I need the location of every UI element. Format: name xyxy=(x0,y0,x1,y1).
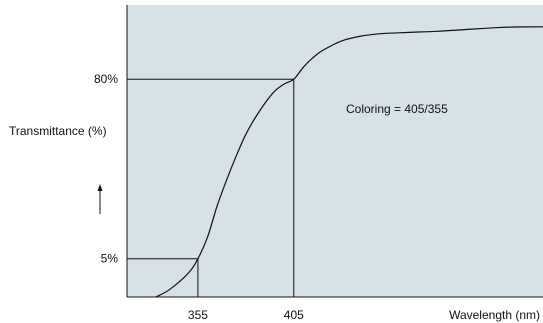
guide-lines xyxy=(127,78,295,297)
transmittance-curve xyxy=(155,26,543,298)
y-axis-label: Transmittance (%) xyxy=(9,124,107,138)
y-tick-label: 5% xyxy=(101,252,119,266)
x-axis-label: Wavelength (nm) xyxy=(449,308,540,322)
x-tick-label: 355 xyxy=(188,308,208,322)
y-tick-label: 80% xyxy=(94,72,118,86)
up-arrow-icon xyxy=(97,184,103,214)
annotation-text: Coloring = 405/355 xyxy=(346,102,448,116)
x-tick-label: 405 xyxy=(284,308,304,322)
y-tick-labels: 5% 80% xyxy=(94,72,118,266)
plot-area xyxy=(127,5,543,297)
x-tick-labels: 355 405 xyxy=(188,308,304,322)
